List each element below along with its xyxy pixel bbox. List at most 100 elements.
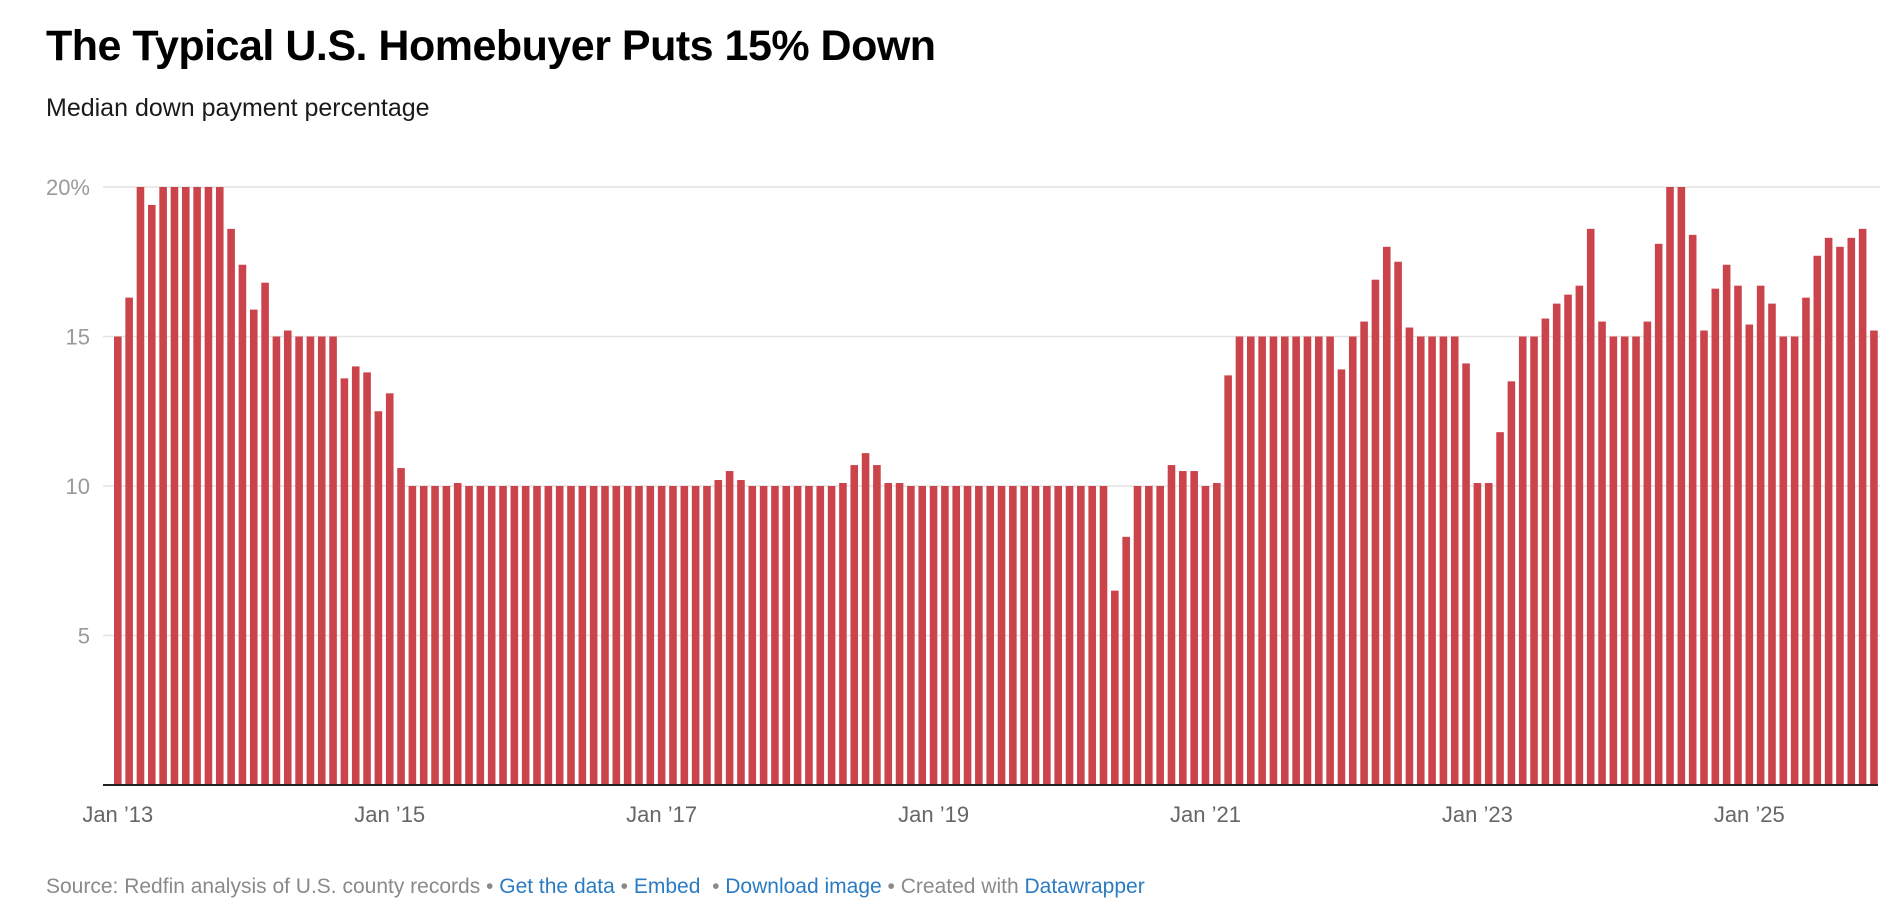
bar <box>555 486 564 785</box>
bar <box>1473 483 1482 785</box>
bar <box>1496 432 1504 785</box>
bar <box>431 486 439 785</box>
bar <box>997 486 1006 785</box>
bar <box>929 486 938 785</box>
bar <box>1235 336 1244 785</box>
bar <box>1258 336 1266 785</box>
bar <box>1824 237 1833 785</box>
bar <box>272 336 281 785</box>
bar <box>884 483 893 785</box>
bar <box>1745 324 1754 785</box>
bar <box>1190 471 1198 785</box>
bar <box>238 264 247 785</box>
bar <box>578 486 587 785</box>
bar <box>1133 486 1142 785</box>
bar <box>1303 336 1312 785</box>
bar <box>1756 285 1765 785</box>
y-tick-label: 10 <box>66 474 90 499</box>
bar <box>657 486 666 785</box>
x-tick-label: Jan ’13 <box>82 802 153 827</box>
bar <box>1280 336 1289 785</box>
bar <box>1813 255 1822 785</box>
bar <box>544 486 553 785</box>
bar <box>1620 336 1629 785</box>
y-tick-label: 5 <box>78 624 90 649</box>
bar <box>1088 486 1096 785</box>
bar <box>1564 294 1572 785</box>
bar <box>1688 234 1697 786</box>
get-the-data-link[interactable]: Get the data <box>499 875 615 898</box>
bar <box>487 486 496 785</box>
created-with-label: Created with <box>900 875 1025 898</box>
bar <box>1450 336 1459 785</box>
bar <box>1847 237 1856 785</box>
bar <box>963 486 972 785</box>
separator: • <box>700 875 726 898</box>
bar <box>295 336 303 785</box>
bar <box>1518 336 1527 785</box>
bar <box>283 330 292 785</box>
bar <box>170 187 179 785</box>
bar <box>1314 336 1323 785</box>
bar <box>771 486 779 785</box>
bar <box>748 486 757 785</box>
bar <box>861 453 870 785</box>
bar <box>476 486 485 785</box>
y-axis-labels: 20% 15 10 5 <box>46 175 90 649</box>
embed-link[interactable]: Embed <box>633 875 701 898</box>
bar <box>1360 321 1368 785</box>
bar <box>1224 375 1232 785</box>
x-tick-label: Jan ’25 <box>1714 802 1785 827</box>
bar <box>669 486 677 785</box>
bar <box>521 486 530 785</box>
bar <box>873 465 881 785</box>
bar <box>1077 486 1085 785</box>
bar <box>850 465 859 785</box>
bar <box>249 309 258 785</box>
bar <box>1722 264 1731 785</box>
bar <box>646 486 655 785</box>
bar <box>1394 261 1402 785</box>
datawrapper-link[interactable]: Datawrapper <box>1024 875 1145 898</box>
bar <box>1326 336 1334 785</box>
bar <box>1065 486 1074 785</box>
bar <box>895 483 904 785</box>
bar <box>385 393 394 785</box>
bar <box>975 486 983 785</box>
bar <box>1054 486 1062 785</box>
x-tick-label: Jan ’19 <box>898 802 969 827</box>
bar <box>1552 303 1561 785</box>
bar <box>1643 321 1652 785</box>
bar <box>805 486 813 785</box>
bar <box>1167 465 1176 785</box>
bar <box>1711 288 1720 785</box>
bar <box>261 282 269 785</box>
y-tick-label: 15 <box>66 325 90 350</box>
bars <box>114 187 1878 786</box>
bar <box>1122 536 1130 785</box>
bar <box>408 486 417 785</box>
bar <box>340 378 349 785</box>
download-image-link[interactable]: Download image <box>725 875 882 898</box>
bar <box>1099 486 1108 785</box>
bar <box>510 486 519 785</box>
bar <box>363 372 371 785</box>
bar <box>612 486 621 785</box>
bar <box>114 336 122 785</box>
bar <box>453 483 462 785</box>
bar <box>1179 471 1187 785</box>
bar <box>759 486 768 785</box>
bar <box>1009 486 1017 785</box>
bar <box>1462 363 1470 785</box>
bar <box>941 486 949 785</box>
bar <box>725 471 734 785</box>
bar <box>827 486 836 785</box>
bar <box>1439 336 1448 785</box>
bar <box>1031 486 1040 785</box>
bar <box>1654 243 1663 785</box>
bar <box>1145 486 1153 785</box>
bar <box>1269 336 1278 785</box>
bar <box>1201 486 1210 785</box>
bar <box>635 486 643 785</box>
